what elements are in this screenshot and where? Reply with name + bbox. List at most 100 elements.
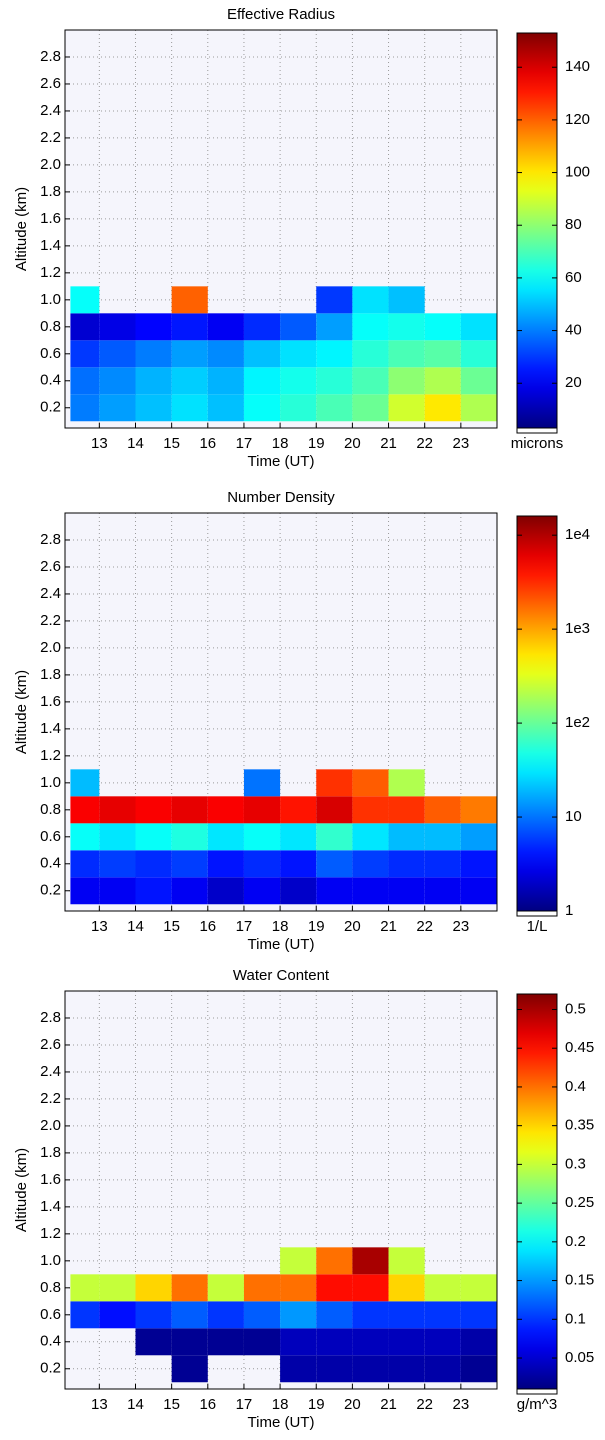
heatmap-cell — [70, 286, 100, 314]
heatmap-cell — [243, 1274, 281, 1302]
heatmap-cell — [280, 1247, 317, 1275]
y-tick-label: 1.8 — [40, 666, 61, 683]
heatmap-cell — [460, 367, 497, 395]
heatmap-cell — [171, 1274, 208, 1302]
colorbar-foot — [516, 427, 558, 434]
heatmap-cell — [280, 796, 317, 824]
colorbar-tick-label: 1e2 — [565, 714, 590, 731]
y-tick-label: 2.2 — [40, 129, 61, 146]
colorbar — [516, 993, 558, 1390]
y-tick-label: 2.4 — [40, 585, 61, 602]
heatmap-cell — [207, 1328, 244, 1356]
y-tick-label: 0.6 — [40, 345, 61, 362]
heatmap-cell — [280, 1355, 317, 1383]
heatmap-cell — [207, 313, 244, 341]
y-tick-label: 1.6 — [40, 1171, 61, 1188]
heatmap-cell — [243, 823, 281, 851]
heatmap-cell — [460, 313, 497, 341]
y-tick-label: 2.4 — [40, 1063, 61, 1080]
heatmap-cell — [99, 850, 136, 878]
y-tick-label: 0.8 — [40, 801, 61, 818]
x-tick-label: 17 — [236, 918, 253, 935]
heatmap-cell — [280, 367, 317, 395]
x-axis-label: Time (UT) — [248, 936, 315, 953]
heatmap-cell — [207, 1301, 244, 1329]
y-tick-label: 1.4 — [40, 237, 61, 254]
x-tick-label: 18 — [272, 435, 289, 452]
y-tick-label: 1.2 — [40, 264, 61, 281]
heatmap-cell — [424, 796, 461, 824]
heatmap-cell — [135, 877, 172, 905]
heatmap-cell — [280, 850, 317, 878]
heatmap-cell — [388, 823, 425, 851]
heatmap-cell — [171, 313, 208, 341]
heatmap-cell — [388, 367, 425, 395]
heatmap-cell — [352, 1274, 389, 1302]
y-tick-label: 2.4 — [40, 102, 61, 119]
colorbar-tick-label: 60 — [565, 269, 582, 286]
heatmap-cell — [243, 796, 281, 824]
heatmap-cell — [316, 367, 353, 395]
heatmap-cell — [352, 340, 389, 368]
heatmap-cell — [70, 769, 100, 797]
heatmap-cell — [316, 769, 353, 797]
heatmap-cell — [460, 1274, 497, 1302]
heatmap-cell — [280, 313, 317, 341]
x-tick-label: 21 — [380, 1396, 397, 1413]
y-tick-label: 1.0 — [40, 291, 61, 308]
heatmap-cell — [280, 340, 317, 368]
colorbar-tick-label: 0.1 — [565, 1310, 586, 1327]
heatmap-cell — [460, 340, 497, 368]
heatmap-cell — [460, 877, 497, 905]
y-tick-label: 1.4 — [40, 1198, 61, 1215]
heatmap-cell — [424, 340, 461, 368]
heatmap-cell — [171, 340, 208, 368]
y-tick-label: 2.2 — [40, 612, 61, 629]
heatmap-cell — [70, 1301, 100, 1329]
x-tick-label: 21 — [380, 435, 397, 452]
heatmap-cell — [388, 769, 425, 797]
colorbar-tick-label: 10 — [565, 808, 582, 825]
y-tick-label: 2.2 — [40, 1090, 61, 1107]
x-tick-label: 19 — [308, 435, 325, 452]
heatmap-cell — [280, 1301, 317, 1329]
heatmap-cell — [207, 394, 244, 422]
y-tick-label: 1.8 — [40, 1144, 61, 1161]
heatmap-cell — [135, 313, 172, 341]
colorbar-tick-label: 80 — [565, 216, 582, 233]
heatmap-cell — [352, 1301, 389, 1329]
y-tick-label: 1.6 — [40, 210, 61, 227]
colorbar-tick-label: 120 — [565, 111, 590, 128]
heatmap-cell — [388, 1301, 425, 1329]
heatmap-cell — [352, 769, 389, 797]
heatmap-cell — [352, 823, 389, 851]
colorbar-label: g/m^3 — [517, 1396, 557, 1413]
heatmap-cell — [171, 286, 208, 314]
y-tick-label: 0.6 — [40, 1306, 61, 1323]
colorbar-tick-label: 20 — [565, 374, 582, 391]
y-tick-label: 1.0 — [40, 1252, 61, 1269]
colorbar-tick-label: 1e3 — [565, 620, 590, 637]
heatmap-cell — [388, 850, 425, 878]
colorbar-tick-label: 0.45 — [565, 1039, 594, 1056]
y-tick-label: 1.0 — [40, 774, 61, 791]
heatmap-cell — [424, 1301, 461, 1329]
colorbar-tick-label: 140 — [565, 58, 590, 75]
x-tick-label: 16 — [199, 435, 216, 452]
heatmap-cell — [171, 796, 208, 824]
y-tick-label: 2.8 — [40, 531, 61, 548]
heatmap-cell — [352, 796, 389, 824]
heatmap-cell — [70, 823, 100, 851]
y-tick-label: 2.6 — [40, 75, 61, 92]
heatmap-cell — [135, 1301, 172, 1329]
heatmap-cell — [243, 313, 281, 341]
x-tick-label: 16 — [199, 918, 216, 935]
x-axis-label: Time (UT) — [248, 1414, 315, 1431]
x-tick-label: 22 — [416, 1396, 433, 1413]
y-tick-label: 2.0 — [40, 639, 61, 656]
heatmap-cell — [424, 1274, 461, 1302]
colorbar-tick-label: 0.15 — [565, 1272, 594, 1289]
heatmap-cell — [388, 1355, 425, 1383]
heatmap-cell — [135, 796, 172, 824]
x-tick-label: 15 — [163, 918, 180, 935]
